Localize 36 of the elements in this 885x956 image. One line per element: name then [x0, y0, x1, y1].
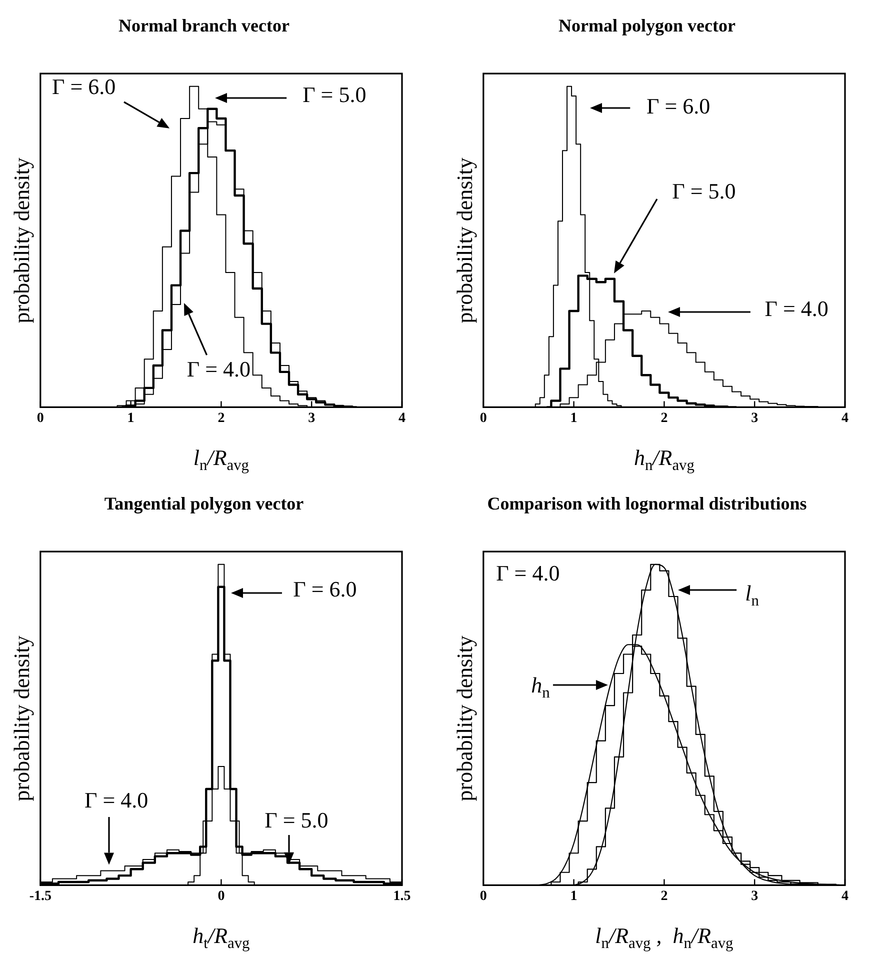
annotation: Γ = 6.0	[646, 93, 710, 118]
annotation: Γ = 5.0	[264, 807, 328, 832]
annotation: Γ = 5.0	[302, 82, 366, 108]
y-axis-title: probability density	[8, 636, 34, 802]
y-axis-title: probability density	[8, 158, 34, 324]
x-tick-label: 4	[842, 889, 848, 904]
annotation: Γ = 6.0	[293, 576, 357, 602]
annotation: Γ = 6.0	[52, 74, 116, 100]
x-tick-label: 3	[751, 411, 758, 426]
annotation: Γ = 4.0	[496, 560, 560, 586]
annotation: Γ = 4.0	[764, 296, 828, 322]
chart-title: Normal polygon vector	[558, 15, 736, 36]
y-axis-title: probability density	[452, 636, 477, 802]
chart-title: Comparison with lognormal distributions	[487, 493, 807, 514]
annotation: Γ = 4.0	[84, 788, 148, 813]
annotation: Γ = 5.0	[672, 178, 736, 204]
x-tick-label: -1.5	[29, 889, 52, 904]
x-tick-label: 2	[218, 411, 225, 426]
x-tick-label: 4	[398, 411, 406, 426]
chart-title: Normal branch vector	[118, 15, 290, 36]
x-tick-label: 0	[218, 889, 225, 904]
x-tick-label: 4	[842, 411, 848, 426]
x-tick-label: 1	[127, 411, 134, 426]
x-tick-label: 2	[660, 411, 668, 426]
y-axis-title: probability density	[452, 158, 477, 324]
x-tick-label: 1	[570, 889, 578, 904]
x-tick-label: 3	[308, 411, 316, 426]
x-tick-label: 2	[660, 889, 668, 904]
x-tick-label: 1	[570, 411, 578, 426]
x-tick-label: 3	[751, 889, 758, 904]
x-tick-label: 0	[480, 889, 487, 904]
x-tick-label: 1.5	[393, 889, 411, 904]
x-tick-label: 0	[480, 411, 487, 426]
chart-title: Tangential polygon vector	[104, 493, 304, 514]
annotation: Γ = 4.0	[186, 356, 250, 382]
x-tick-label: 0	[36, 411, 44, 426]
